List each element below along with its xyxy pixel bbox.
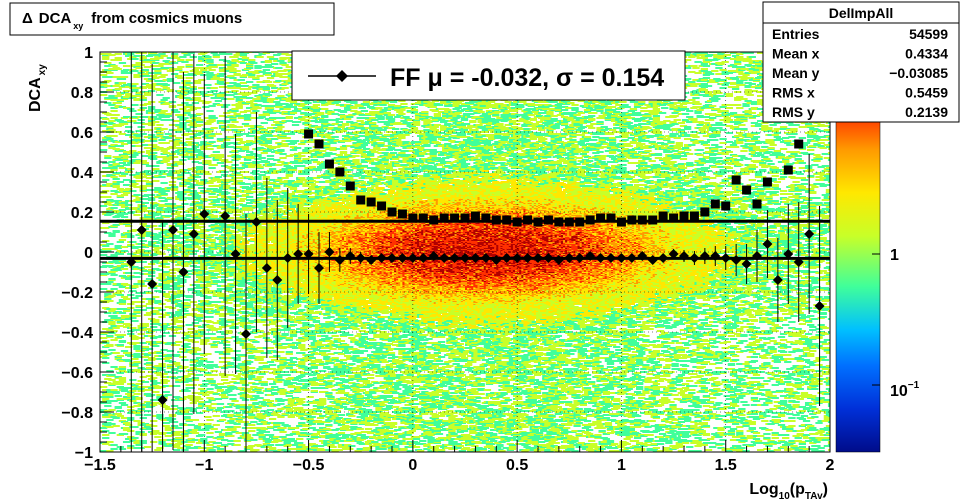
rms-point xyxy=(471,212,480,221)
stats-value: 0.5459 xyxy=(905,85,948,101)
x-tick-label: 1.5 xyxy=(715,457,737,474)
color-scale-bar xyxy=(836,92,880,452)
rms-point xyxy=(700,208,709,217)
rms-point xyxy=(763,178,772,187)
rms-point xyxy=(617,218,626,227)
rms-point xyxy=(388,208,397,217)
rms-point xyxy=(440,214,449,223)
rms-point xyxy=(794,140,803,149)
rms-point xyxy=(742,186,751,195)
rms-point xyxy=(346,182,355,191)
rms-point xyxy=(534,218,543,227)
y-tick-label: −0.6 xyxy=(61,365,93,382)
y-tick-label: 1 xyxy=(84,45,93,62)
stats-label: Entries xyxy=(772,26,820,42)
rms-point xyxy=(690,212,699,221)
rms-point xyxy=(356,196,365,205)
rms-point xyxy=(502,216,511,225)
rms-point xyxy=(544,216,553,225)
rms-point xyxy=(554,218,563,227)
z-tick-label: 1 xyxy=(890,247,899,264)
rms-point xyxy=(398,210,407,219)
rms-point xyxy=(461,214,470,223)
y-tick-label: 0.2 xyxy=(71,205,93,222)
x-tick-label: −1 xyxy=(195,457,213,474)
stats-value: 54599 xyxy=(909,26,948,42)
rms-point xyxy=(377,202,386,211)
rms-point xyxy=(586,216,595,225)
y-tick-label: 0.4 xyxy=(71,165,93,182)
rms-point xyxy=(669,214,678,223)
x-tick-label: 2 xyxy=(826,457,835,474)
rms-point xyxy=(481,214,490,223)
x-tick-label: 0.5 xyxy=(506,457,528,474)
rms-point xyxy=(721,202,730,211)
rms-point xyxy=(450,214,459,223)
x-tick-label: 1 xyxy=(617,457,626,474)
rms-point xyxy=(711,200,720,209)
rms-point xyxy=(304,130,313,139)
rms-point xyxy=(325,160,334,169)
stats-label: RMS x xyxy=(772,85,815,101)
rms-point xyxy=(565,218,574,227)
y-tick-label: 0.8 xyxy=(71,85,93,102)
stats-label: RMS y xyxy=(772,104,815,120)
y-tick-label: 0.6 xyxy=(71,125,93,142)
rms-point xyxy=(367,198,376,207)
stats-label: Mean x xyxy=(772,46,820,62)
y-tick-label: −0.4 xyxy=(61,325,93,342)
rms-point xyxy=(648,216,657,225)
rms-point xyxy=(575,218,584,227)
stats-label: Mean y xyxy=(772,65,820,81)
y-tick-label: −0.2 xyxy=(61,285,93,302)
rms-point xyxy=(732,176,741,185)
rms-point xyxy=(492,216,501,225)
rms-point xyxy=(429,216,438,225)
y-tick-label: 0 xyxy=(84,245,93,262)
rms-point xyxy=(680,212,689,221)
rms-point xyxy=(513,218,522,227)
rms-point xyxy=(659,212,668,221)
stats-value: 0.4334 xyxy=(905,46,948,62)
x-tick-label: −0.5 xyxy=(293,457,325,474)
rms-point xyxy=(638,216,647,225)
rms-point xyxy=(335,168,344,177)
stats-title: DelImpAll xyxy=(829,5,894,21)
stats-value: −0.03085 xyxy=(889,65,948,81)
rms-point xyxy=(784,166,793,175)
rms-point xyxy=(607,214,616,223)
legend-text: FF μ = -0.032, σ = 0.154 xyxy=(390,64,664,92)
rms-point xyxy=(408,214,417,223)
rms-point xyxy=(419,214,428,223)
rms-point xyxy=(315,140,324,149)
rms-point xyxy=(753,200,762,209)
rms-point xyxy=(627,216,636,225)
rms-point xyxy=(596,214,605,223)
y-tick-label: −1 xyxy=(75,445,93,462)
rms-point xyxy=(523,216,532,225)
stats-value: 0.2139 xyxy=(905,104,948,120)
y-tick-label: −0.8 xyxy=(61,405,93,422)
x-tick-label: 0 xyxy=(408,457,417,474)
